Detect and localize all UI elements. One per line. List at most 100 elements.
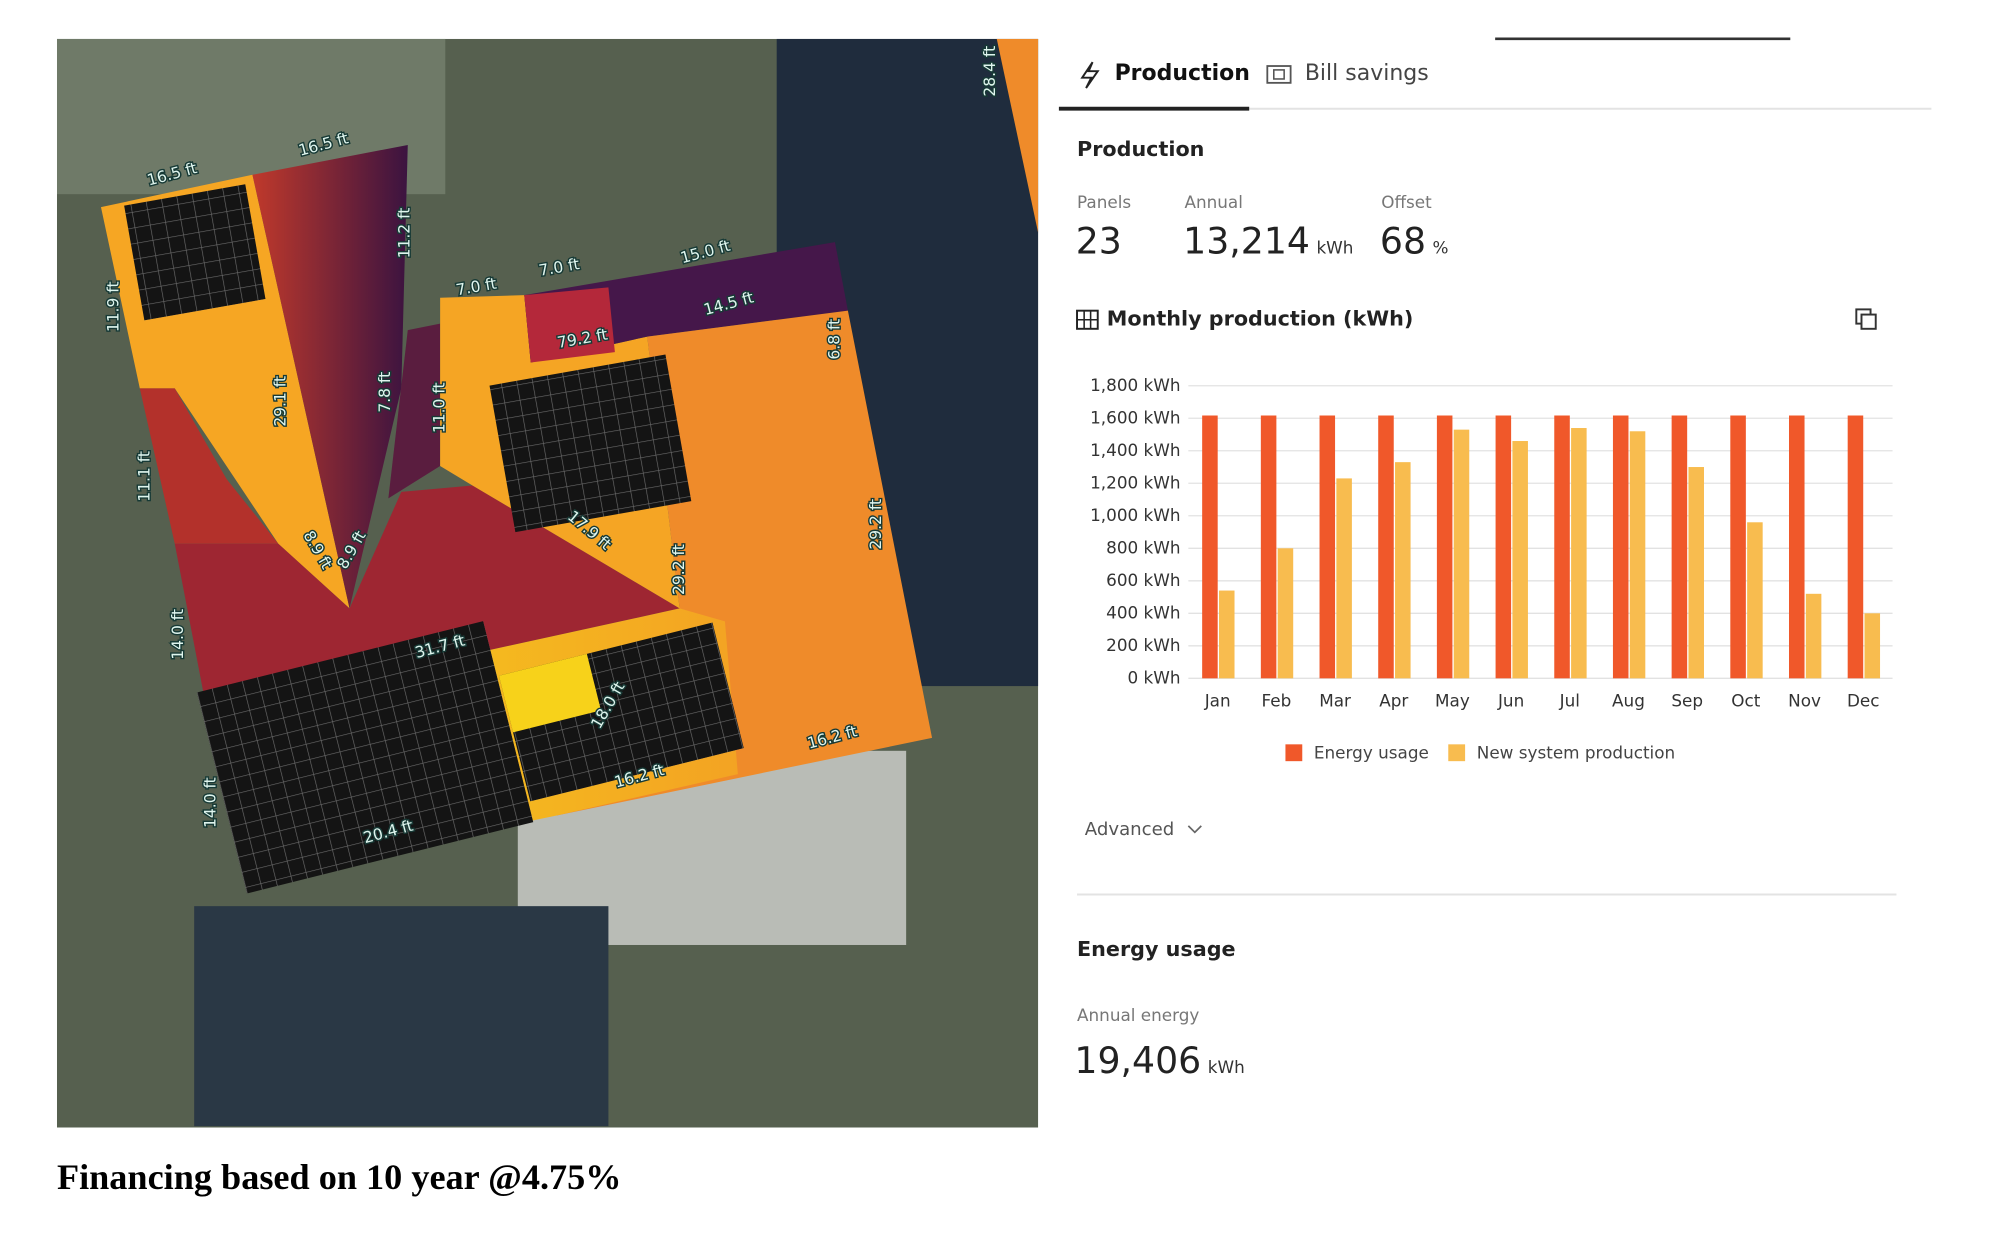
x-tick-label: Nov [1788,691,1821,711]
stat-unit: % [1433,238,1449,258]
bar [1495,415,1512,679]
bar [1612,415,1629,679]
legend-label: New system production [1477,742,1675,762]
roof-face [252,144,408,609]
tab[interactable]: Bill savings [1305,61,1429,86]
section-heading: Production [1077,137,1204,161]
roof-dimension: 28.4 ft [981,46,999,97]
stat-value: 68 [1380,219,1426,262]
bar [1202,415,1218,679]
y-tick-label: 1,600 kWh [1090,407,1181,427]
y-tick-label: 1,000 kWh [1090,505,1181,525]
bar [1260,415,1277,679]
roof-dimension: 11.0 ft [431,382,449,433]
bar [1378,415,1394,679]
production-icon [1080,61,1100,89]
x-tick-label: Mar [1319,691,1351,711]
y-tick-label: 400 kWh [1106,602,1180,622]
roof-dimension: 29.1 ft [271,376,289,427]
legend-label: Energy usage [1314,742,1429,762]
y-tick-label: 0 kWh [1128,667,1181,687]
y-tick-label: 1,200 kWh [1090,472,1181,492]
roof-dimension: 11.1 ft [135,451,153,502]
stat-label: Offset [1381,192,1432,212]
grid-icon [1076,309,1099,330]
production-panel: Production Bill savings Production Panel… [1058,37,1932,1082]
bar [1436,415,1453,679]
bar [1453,429,1470,679]
roof-face [388,323,441,499]
solar-panels [489,354,692,533]
roof-face [139,388,279,544]
roof-face [498,653,601,733]
stat-label: Panels [1077,192,1131,212]
bar [1671,415,1688,679]
solar-panels [196,621,534,894]
y-tick-label: 200 kWh [1106,635,1180,655]
y-tick-label: 1,800 kWh [1090,375,1181,395]
section-heading: Energy usage [1077,937,1236,961]
bar [1571,428,1587,679]
x-tick-label: Oct [1731,691,1760,711]
roof-dimension: 29.2 ft [670,544,688,595]
caption: Financing based on 10 year @4.75% [57,1157,622,1197]
bar [1554,415,1570,679]
roof-face [524,287,615,363]
chart-title: Monthly production (kWh) [1107,307,1414,331]
copy-icon[interactable] [1855,308,1877,330]
stat-label: Annual energy [1077,1005,1199,1025]
roof-dimension: 14.0 ft [169,609,187,660]
x-tick-label: May [1435,691,1470,711]
bill-icon [1266,65,1292,84]
stat-value: 23 [1076,219,1122,262]
x-tick-label: Dec [1847,691,1880,711]
roof-dimension: 11.9 ft [104,281,122,332]
bar [1805,593,1822,679]
chevron [1187,825,1202,834]
stat-label: Annual [1184,192,1242,212]
stat-unit: kWh [1208,1057,1245,1077]
x-tick-label: Apr [1379,691,1408,711]
legend-swatch [1285,744,1303,762]
tab[interactable]: Production [1115,61,1250,86]
x-tick-label: Jul [1559,691,1580,711]
x-tick-label: Jun [1497,691,1524,711]
roof-dimension: 6.8 ft [825,319,843,360]
roof-dimension: 11.2 ft [396,208,414,259]
stat-value: 19,406 [1074,1039,1201,1082]
roof-face [174,485,680,712]
bar [1747,522,1763,679]
stat-unit: kWh [1316,238,1353,258]
bar [1629,431,1646,679]
bar [1336,478,1352,679]
roof-map [56,38,1039,1128]
legend-swatch [1448,744,1466,762]
stats: Panels 23 Annual 13,214 kWh Offset 68% [1076,192,1449,262]
roof-edge [996,38,1039,234]
x-tick-label: Sep [1671,691,1703,711]
bar [1788,415,1805,679]
bar [1730,415,1746,679]
bar [1512,441,1528,679]
chart: 0 kWh 200 kWh 400 kWh 600 kWh 800 kWh 1,000 k… [1090,375,1893,762]
bar [1218,590,1235,679]
roof-dimension: 14.0 ft [202,777,220,828]
bar [1277,548,1294,679]
y-tick-label: 800 kWh [1106,537,1180,557]
bar [1688,467,1704,679]
x-tick-label: Aug [1612,691,1645,711]
bar [1864,613,1881,679]
x-tick-label: Jan [1204,691,1231,711]
solar-panels [124,184,266,321]
bill-icon [1273,69,1285,80]
scaled-page: Production Bill savings Production Panel… [56,37,1932,1197]
map-area [194,906,609,1127]
bar [1395,462,1411,679]
roof-dimension: 7.8 ft [376,372,394,413]
advanced-toggle[interactable]: Advanced [1085,819,1174,840]
stat-value: 13,214 [1183,219,1310,262]
roof-dimension: 29.2 ft [867,499,885,550]
y-tick-label: 600 kWh [1106,570,1180,590]
bar [1847,415,1864,679]
